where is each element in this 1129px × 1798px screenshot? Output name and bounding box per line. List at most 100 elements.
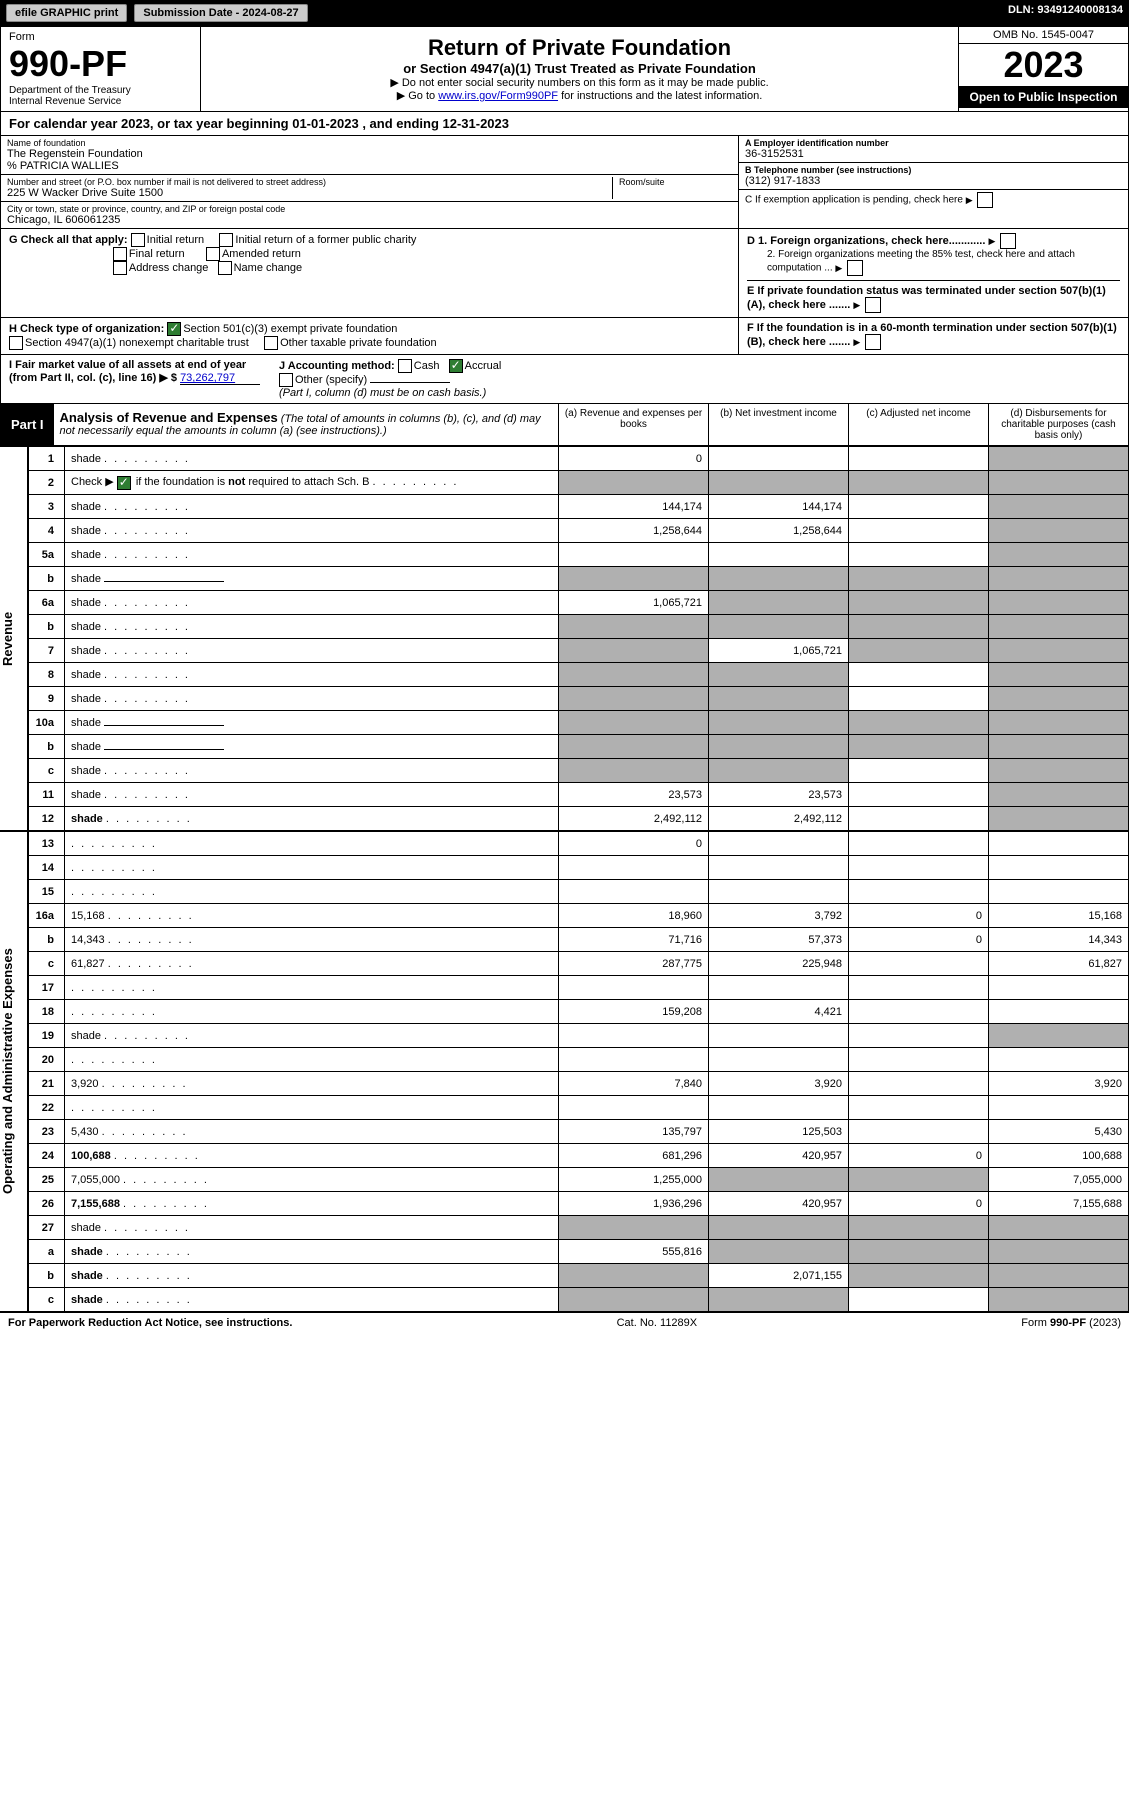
cell-value (849, 832, 989, 856)
checkbox-e[interactable] (865, 297, 881, 313)
cell-shaded (849, 711, 989, 735)
cell-value: 14,343 (989, 928, 1129, 952)
cell-value: 7,055,000 (989, 1168, 1129, 1192)
table-row: 2 Check ▶ if the foundation is not requi… (29, 471, 1129, 495)
row-num: 4 (29, 519, 65, 543)
foundation-name-cell: Name of foundation The Regenstein Founda… (1, 136, 738, 175)
checkbox-c[interactable] (977, 192, 993, 208)
row-num: 15 (29, 880, 65, 904)
cell-value: 2,071,155 (709, 1264, 849, 1288)
row-desc: shade (65, 663, 559, 687)
cell-value: 144,174 (559, 495, 709, 519)
cell-value (849, 880, 989, 904)
cell-shaded (989, 735, 1129, 759)
cell-value: 681,296 (559, 1144, 709, 1168)
row-desc: 15,168 (65, 904, 559, 928)
cell-value (849, 1072, 989, 1096)
table-row: b shade (29, 735, 1129, 759)
cell-shaded (989, 663, 1129, 687)
cell-value: 420,957 (709, 1144, 849, 1168)
cell-value (849, 1024, 989, 1048)
cell-shaded (989, 519, 1129, 543)
cell-value: 1,258,644 (709, 519, 849, 543)
cell-value: 7,155,688 (989, 1192, 1129, 1216)
row-num: 18 (29, 1000, 65, 1024)
checkbox-amended[interactable] (206, 247, 220, 261)
fmv-link[interactable]: 73,262,797 (180, 372, 260, 385)
checkbox-d1[interactable] (1000, 233, 1016, 249)
arrow-icon (966, 195, 975, 206)
cell-value: 3,920 (989, 1072, 1129, 1096)
row-num: 19 (29, 1024, 65, 1048)
row-num: 5a (29, 543, 65, 567)
checkbox-cash[interactable] (398, 359, 412, 373)
checkbox-other[interactable] (279, 373, 293, 387)
cell-shaded (559, 687, 709, 711)
checkbox-4947[interactable] (9, 336, 23, 350)
submission-button[interactable]: Submission Date - 2024-08-27 (134, 4, 307, 22)
ein-cell: A Employer identification number 36-3152… (739, 136, 1128, 163)
cell-value: 23,573 (709, 783, 849, 807)
cell-shaded (709, 1240, 849, 1264)
cell-value (849, 687, 989, 711)
cell-shaded (989, 783, 1129, 807)
form-link[interactable]: www.irs.gov/Form990PF (438, 90, 558, 102)
checkbox-address[interactable] (113, 261, 127, 275)
row-desc (65, 880, 559, 904)
row-desc (65, 1000, 559, 1024)
cell-value (559, 543, 709, 567)
header-center: Return of Private Foundation or Section … (201, 27, 958, 111)
checkbox-final[interactable] (113, 247, 127, 261)
checkbox-accrual[interactable] (449, 359, 463, 373)
cell-value: 61,827 (989, 952, 1129, 976)
cell-value (849, 1288, 989, 1312)
row-desc: 61,827 (65, 952, 559, 976)
checkbox-other-tax[interactable] (264, 336, 278, 350)
checkbox-initial-former[interactable] (219, 233, 233, 247)
row-num: 17 (29, 976, 65, 1000)
table-row: 6a shade 1,065,721 (29, 591, 1129, 615)
cell-shaded (989, 543, 1129, 567)
row-desc: shade (65, 495, 559, 519)
row-desc: Check ▶ if the foundation is not require… (65, 471, 559, 495)
cell-value (709, 1096, 849, 1120)
cell-value: 23,573 (559, 783, 709, 807)
cell-value (989, 1096, 1129, 1120)
form-header: Form 990-PF Department of the Treasury I… (0, 26, 1129, 112)
section-h-left: H Check type of organization: Section 50… (9, 322, 730, 350)
open-public: Open to Public Inspection (959, 86, 1128, 108)
cell-shaded (849, 1264, 989, 1288)
table-row: 3 shade 144,174144,174 (29, 495, 1129, 519)
note2: ▶ Go to www.irs.gov/Form990PF for instru… (209, 89, 950, 102)
row-num: 6a (29, 591, 65, 615)
cell-value (849, 952, 989, 976)
cell-value (709, 832, 849, 856)
cell-value (559, 1048, 709, 1072)
cell-shaded (709, 1288, 849, 1312)
checkbox-d2[interactable] (847, 260, 863, 276)
row-num: 27 (29, 1216, 65, 1240)
checkbox-schb[interactable] (117, 476, 131, 490)
checkbox-f[interactable] (865, 334, 881, 350)
row-desc: shade (65, 639, 559, 663)
cell-shaded (849, 471, 989, 495)
row-num: 24 (29, 1144, 65, 1168)
row-desc: shade (65, 687, 559, 711)
cell-shaded (559, 471, 709, 495)
cell-value (849, 807, 989, 831)
table-row: 23 5,430 135,797125,5035,430 (29, 1120, 1129, 1144)
table-row: c 61,827 287,775225,94861,827 (29, 952, 1129, 976)
irs-text: Internal Revenue Service (9, 96, 192, 107)
top-left: efile GRAPHIC print Submission Date - 20… (6, 4, 312, 22)
checkbox-initial[interactable] (131, 233, 145, 247)
checkbox-501c3[interactable] (167, 322, 181, 336)
section-f: F If the foundation is in a 60-month ter… (738, 318, 1128, 354)
row-desc (65, 976, 559, 1000)
row-desc: shade (65, 543, 559, 567)
checkbox-name[interactable] (218, 261, 232, 275)
cell-shaded (989, 1264, 1129, 1288)
form-title: Return of Private Foundation (209, 35, 950, 61)
efile-button[interactable]: efile GRAPHIC print (6, 4, 127, 22)
cell-value (849, 1120, 989, 1144)
row-desc: shade (65, 1288, 559, 1312)
